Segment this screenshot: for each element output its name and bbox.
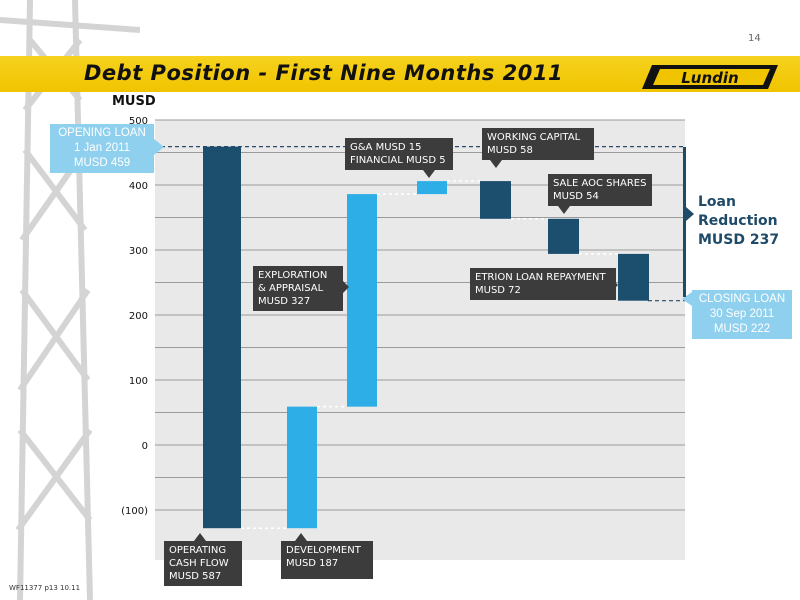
closing-loan-arrow <box>682 292 692 306</box>
callout-etrion-loan: ETRION LOAN REPAYMENT MUSD 72 <box>470 268 616 300</box>
y-axis-unit-label: MUSD <box>112 94 156 109</box>
y-tick-label: 500 <box>129 116 148 127</box>
callout-etrion-line-1: ETRION LOAN REPAYMENT <box>475 272 606 283</box>
closing-loan-line-3: MUSD 222 <box>713 323 771 335</box>
page-title: Debt Position - First Nine Months 2011 <box>84 61 564 85</box>
lundin-logo: Lundin <box>642 65 778 89</box>
callout-working-line-1: WORKING CAPITAL <box>487 132 581 143</box>
callout-exploration-line-1: EXPLORATION <box>258 270 328 281</box>
callout-aoc-line-2: MUSD 54 <box>553 191 599 202</box>
callout-etrion-line-2: MUSD 72 <box>475 285 521 296</box>
reduction-arrow <box>686 207 694 221</box>
waterfall-bar <box>548 218 579 254</box>
waterfall-bar <box>480 181 511 219</box>
y-tick-label: 100 <box>129 376 148 387</box>
callout-development-pointer <box>295 533 307 541</box>
callout-exploration-pointer <box>343 281 349 293</box>
reduction-line-3: MUSD 237 <box>698 232 780 248</box>
page-number: 14 <box>748 33 761 44</box>
opening-loan-line-3: MUSD 459 <box>73 157 131 169</box>
callout-working-pointer <box>490 160 502 168</box>
closing-loan-box: CLOSING LOAN 30 Sep 2011 MUSD 222 <box>692 290 792 339</box>
callout-exploration: EXPLORATION & APPRAISAL MUSD 327 <box>253 266 343 311</box>
callout-aoc-shares: SALE AOC SHARES MUSD 54 <box>548 174 652 206</box>
callout-development-line-2: MUSD 187 <box>286 558 339 569</box>
reduction-bracket <box>683 147 686 297</box>
opening-loan-arrow <box>154 139 164 155</box>
logo-text: Lundin <box>681 69 738 87</box>
callout-operating-line-2: CASH FLOW <box>169 558 229 569</box>
callout-ga-pointer <box>423 170 435 178</box>
closing-loan-line-2: 30 Sep 2011 <box>709 308 775 320</box>
callout-aoc-line-1: SALE AOC SHARES <box>553 178 647 189</box>
loan-reduction-label: Loan Reduction MUSD 237 <box>698 193 779 250</box>
y-tick-label: 200 <box>129 311 148 322</box>
waterfall-bar <box>347 194 377 407</box>
callout-exploration-line-3: MUSD 327 <box>258 296 311 307</box>
callout-operating-line-1: OPERATING <box>169 545 227 556</box>
callout-aoc-pointer <box>558 206 570 214</box>
opening-loan-line-2: 1 Jan 2011 <box>73 142 131 154</box>
callout-operating-line-3: MUSD 587 <box>169 571 222 582</box>
waterfall-bar <box>287 406 317 529</box>
y-tick-label: (100) <box>121 506 148 517</box>
callout-operating-cash-flow: OPERATING CASH FLOW MUSD 587 <box>164 541 242 586</box>
y-tick-label: 300 <box>129 246 148 257</box>
reduction-line-2: Reduction <box>698 213 778 229</box>
reduction-line-1: Loan <box>698 194 736 210</box>
callout-exploration-line-2: & APPRAISAL <box>258 283 324 294</box>
waterfall-bar <box>618 253 649 301</box>
callout-working-capital: WORKING CAPITAL MUSD 58 <box>482 128 594 160</box>
y-tick-label: 400 <box>129 181 148 192</box>
opening-loan-line-1: OPENING LOAN <box>58 127 146 139</box>
callout-ga-line-2: FINANCIAL MUSD 5 <box>350 155 446 166</box>
waterfall-bar <box>203 146 241 529</box>
waterfall-bar <box>417 181 447 195</box>
closing-loan-line-1: CLOSING LOAN <box>698 293 786 305</box>
callout-development-line-1: DEVELOPMENT <box>286 545 361 556</box>
callout-ga-line-1: G&A MUSD 15 <box>350 142 422 153</box>
y-tick-label: 0 <box>142 441 148 452</box>
opening-loan-box: OPENING LOAN 1 Jan 2011 MUSD 459 <box>50 124 154 173</box>
callout-development: DEVELOPMENT MUSD 187 <box>281 541 373 579</box>
callout-ga-financial: G&A MUSD 15 FINANCIAL MUSD 5 <box>345 138 453 170</box>
callout-working-line-2: MUSD 58 <box>487 145 533 156</box>
footnote: WF11377 p13 10.11 <box>9 584 81 592</box>
callout-operating-pointer <box>194 533 206 541</box>
callout-etrion-pointer <box>612 279 618 291</box>
